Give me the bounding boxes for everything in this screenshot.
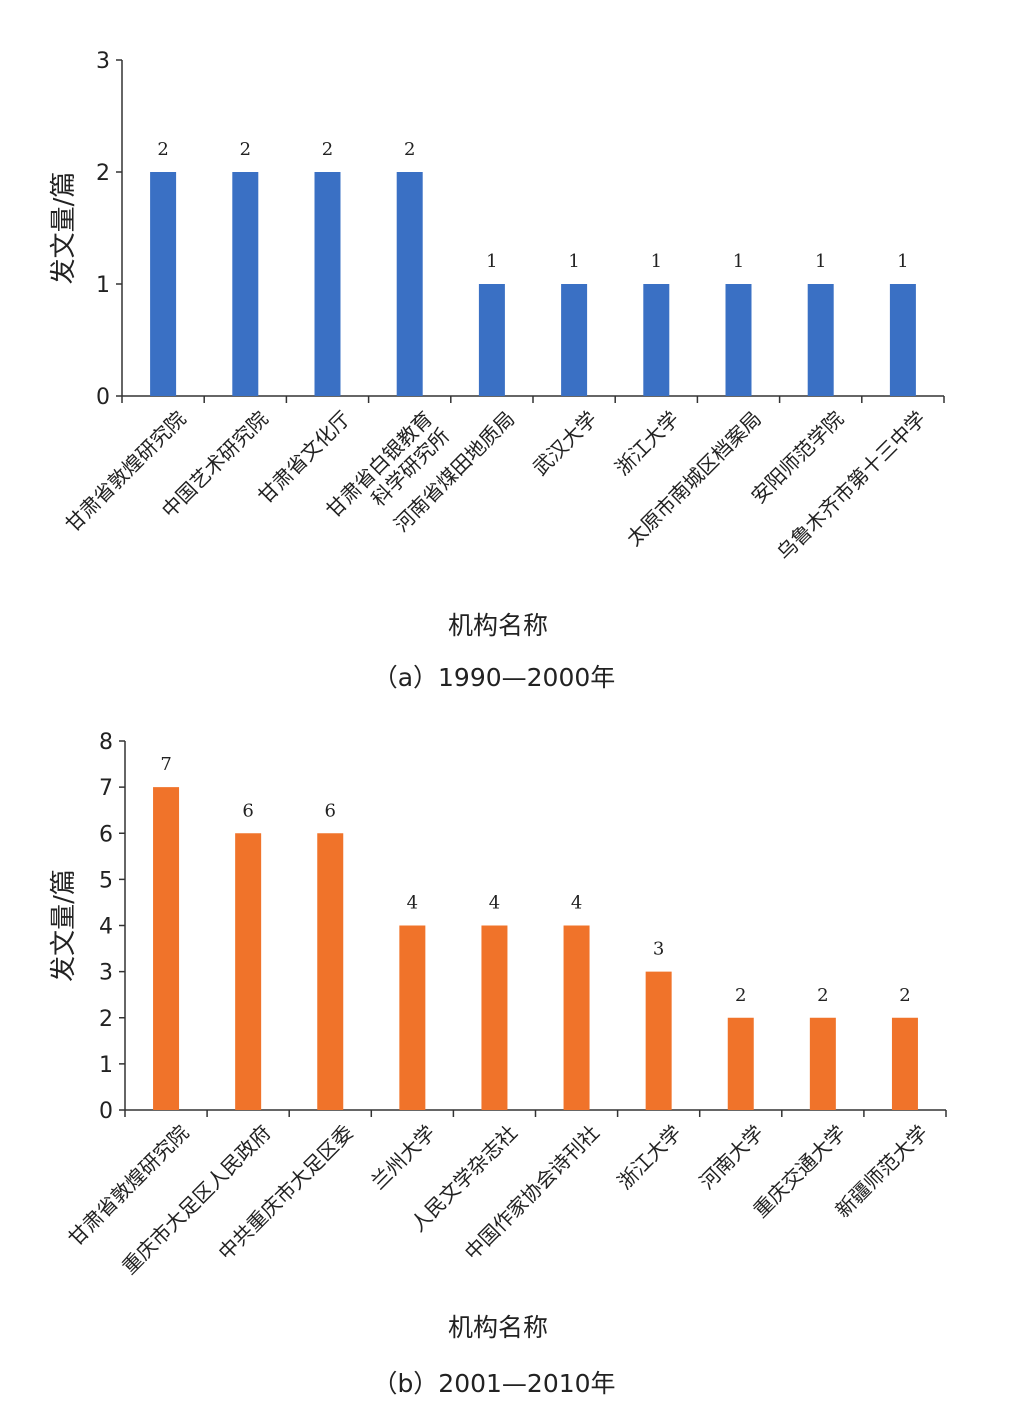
bar: [561, 284, 588, 396]
bar: [889, 284, 916, 396]
y-tick-label: 8: [99, 730, 113, 755]
category-label: 乌鲁木齐市第十三中学: [772, 406, 930, 564]
data-label: 2: [735, 985, 746, 1006]
bar: [643, 284, 670, 396]
data-label: 6: [325, 800, 336, 821]
y-tick-label: 5: [99, 868, 113, 893]
bar: [807, 284, 834, 396]
data-label: 4: [407, 893, 418, 914]
data-label: 1: [568, 251, 579, 272]
chart-a: 01232甘肃省敦煌研究院2中国艺术研究院2甘肃省文化厅2甘肃省白银教育科学研究…: [49, 49, 945, 692]
data-label: 6: [242, 800, 253, 821]
data-label: 1: [733, 251, 744, 272]
x-axis-label: 机构名称: [448, 611, 548, 640]
category-label-line: 河南大学: [695, 1120, 769, 1194]
bar: [481, 925, 508, 1110]
bar: [150, 172, 177, 396]
chart-b: 0123456787甘肃省敦煌研究院6重庆市大足区人民政府6中共重庆市大足区委4…: [49, 730, 947, 1398]
bar: [399, 925, 426, 1110]
chart-caption: （b）2001—2010年: [372, 1369, 615, 1398]
bar: [235, 833, 262, 1110]
y-tick-label: 2: [96, 161, 110, 186]
data-label: 2: [322, 139, 333, 160]
category-label-line: 中国作家协会诗刊社: [460, 1120, 604, 1264]
data-label: 2: [157, 139, 168, 160]
category-label: 武汉大学: [528, 406, 602, 480]
y-tick-label: 0: [99, 1099, 113, 1124]
category-label-line: 浙江大学: [613, 1120, 687, 1194]
y-tick-label: 0: [96, 385, 110, 410]
bar: [317, 833, 344, 1110]
y-tick-label: 1: [99, 1053, 113, 1078]
data-label: 3: [653, 939, 664, 960]
y-tick-label: 7: [99, 776, 113, 801]
y-tick-label: 3: [99, 961, 113, 986]
bar: [891, 1017, 918, 1110]
bar: [153, 787, 180, 1110]
bar: [727, 1017, 754, 1110]
data-label: 7: [160, 754, 171, 775]
bar: [396, 172, 423, 396]
bar: [809, 1017, 836, 1110]
data-label: 4: [489, 893, 500, 914]
y-tick-label: 2: [99, 1007, 113, 1032]
category-label-line: 武汉大学: [528, 406, 602, 480]
y-tick-label: 1: [96, 273, 110, 298]
category-label: 浙江大学: [610, 406, 684, 480]
bar: [725, 284, 752, 396]
category-label: 中共重庆市大足区委: [213, 1120, 357, 1264]
data-label: 2: [899, 985, 910, 1006]
y-axis-label: 发文量/篇: [49, 869, 79, 982]
category-label: 中国作家协会诗刊社: [460, 1120, 604, 1264]
x-axis-label: 机构名称: [448, 1313, 548, 1342]
category-label-line: 兰州大学: [366, 1120, 440, 1194]
bar: [314, 172, 341, 396]
y-tick-label: 6: [99, 822, 113, 847]
data-label: 1: [486, 251, 497, 272]
category-label-line: 中共重庆市大足区委: [213, 1120, 357, 1264]
category-label: 浙江大学: [613, 1120, 687, 1194]
chart-caption: （a）1990—2000年: [373, 663, 616, 692]
bar: [563, 925, 590, 1110]
category-label-line: 浙江大学: [610, 406, 684, 480]
category-label-line: 太原市南城区档案局: [622, 406, 766, 550]
category-label: 太原市南城区档案局: [622, 406, 766, 550]
y-tick-label: 4: [99, 915, 113, 940]
category-label-line: 乌鲁木齐市第十三中学: [772, 406, 930, 564]
data-label: 1: [815, 251, 826, 272]
category-label: 河南大学: [695, 1120, 769, 1194]
data-label: 1: [651, 251, 662, 272]
data-label: 2: [817, 985, 828, 1006]
data-label: 2: [240, 139, 251, 160]
bar: [645, 971, 672, 1110]
category-label: 兰州大学: [366, 1120, 440, 1194]
data-label: 1: [897, 251, 908, 272]
category-label-line: 重庆市大足区人民政府: [117, 1120, 275, 1278]
category-label: 重庆市大足区人民政府: [117, 1120, 275, 1278]
bar: [232, 172, 259, 396]
bar: [478, 284, 505, 396]
data-label: 4: [571, 893, 582, 914]
y-axis-label: 发文量/篇: [49, 172, 79, 285]
data-label: 2: [404, 139, 415, 160]
y-tick-label: 3: [96, 49, 110, 74]
